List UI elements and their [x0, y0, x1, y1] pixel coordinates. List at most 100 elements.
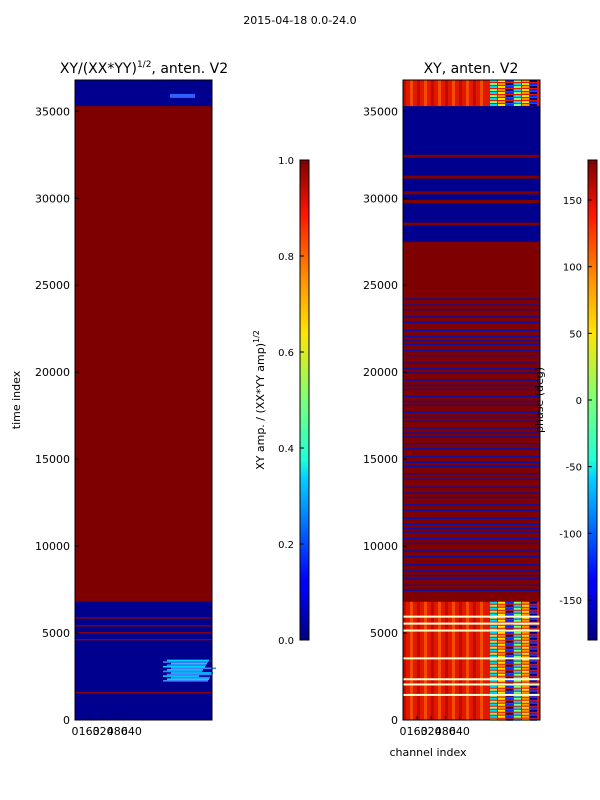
phase-cell — [403, 354, 540, 357]
phase-cell — [498, 709, 505, 712]
phase-cell — [473, 601, 476, 720]
phase-cell — [530, 685, 537, 688]
phase-cell — [514, 637, 521, 640]
phase-cell — [530, 640, 537, 643]
phase-cell — [522, 670, 529, 673]
phase-cell — [506, 104, 513, 106]
phase-cell — [403, 693, 540, 696]
phase-cell — [506, 625, 513, 628]
amplitude-cell — [75, 106, 212, 602]
phase-cell — [530, 664, 537, 667]
phase-cell — [522, 607, 529, 610]
phase-cell — [514, 613, 521, 616]
phase-cell — [530, 89, 537, 91]
amplitude-cell — [171, 676, 210, 679]
phase-cell — [522, 625, 529, 628]
phase-cell — [522, 80, 529, 82]
phase-cell — [403, 455, 540, 458]
phase-cell — [530, 80, 537, 82]
amplitude-colorbar-gradient — [299, 159, 310, 641]
phase-cell — [506, 670, 513, 673]
phase-cell — [490, 95, 497, 97]
phase-cell — [403, 372, 540, 374]
phase-cell — [514, 655, 521, 658]
phase-cell — [498, 685, 505, 688]
phase-cell — [498, 712, 505, 715]
phase-cell — [490, 667, 497, 670]
phase-cell — [522, 706, 529, 709]
phase-cell — [506, 664, 513, 667]
phase-cell — [490, 640, 497, 643]
phase-cell — [514, 688, 521, 691]
phase-cell — [506, 688, 513, 691]
phase-cell — [459, 601, 462, 720]
phase-cell — [514, 667, 521, 670]
phase-cell — [522, 104, 529, 106]
phase-cell — [498, 670, 505, 673]
phase-cell — [403, 555, 540, 558]
phase-xlabel: channel index — [389, 746, 467, 759]
phase-cell — [522, 604, 529, 607]
phase-cell — [506, 700, 513, 703]
phase-cell — [514, 601, 521, 604]
phase-cell — [530, 697, 537, 700]
phase-cell — [403, 486, 540, 488]
phase-colorbar-tick-label: 150 — [563, 196, 582, 207]
phase-cell — [490, 655, 497, 658]
phase-ytick-label: 20000 — [363, 366, 398, 379]
phase-cell — [498, 676, 505, 679]
phase-cell — [514, 676, 521, 679]
phase-cell — [403, 461, 540, 463]
phase-cell — [530, 607, 537, 610]
phase-cell — [522, 634, 529, 637]
phase-cell — [490, 604, 497, 607]
phase-cell — [403, 404, 540, 407]
phase-cell — [530, 95, 537, 97]
amplitude-ytick-label: 25000 — [35, 279, 70, 292]
amplitude-colorbar-tick-label: 1.0 — [278, 156, 294, 167]
phase-cell — [403, 550, 540, 552]
phase-cell — [530, 673, 537, 676]
phase-cell — [403, 416, 540, 419]
phase-cell — [403, 368, 540, 370]
phase-cell — [530, 613, 537, 616]
phase-cell — [514, 700, 521, 703]
phase-cell — [530, 700, 537, 703]
phase-cell — [530, 83, 537, 85]
amplitude-cell — [171, 672, 213, 674]
phase-cell — [506, 631, 513, 634]
phase-cell — [498, 104, 505, 106]
phase-cell — [403, 465, 540, 468]
phase-cell — [466, 80, 469, 107]
phase-cell — [490, 101, 497, 103]
phase-cell — [466, 601, 469, 720]
phase-colorbar-tick-label: 50 — [569, 329, 582, 340]
phase-cell — [445, 601, 448, 720]
phase-cell — [490, 86, 497, 88]
phase-cell — [530, 610, 537, 613]
phase-cell — [530, 703, 537, 706]
phase-cell — [498, 700, 505, 703]
phase-cell — [403, 298, 540, 300]
phase-cell — [506, 673, 513, 676]
phase-cell — [490, 631, 497, 634]
phase-cell — [514, 673, 521, 676]
phase-cell — [530, 637, 537, 640]
phase-ytick-label: 25000 — [363, 279, 398, 292]
phase-cell — [403, 340, 540, 342]
phase-cell — [498, 89, 505, 91]
phase-cell — [498, 625, 505, 628]
phase-cell — [403, 304, 540, 306]
phase-cell — [522, 703, 529, 706]
amplitude-colorbar-tick-label: 0.0 — [278, 636, 294, 647]
phase-cell — [530, 619, 537, 622]
phase-cell — [410, 601, 413, 720]
phase-cell — [514, 712, 521, 715]
phase-cell — [506, 604, 513, 607]
phase-cell — [522, 86, 529, 88]
phase-cell — [417, 80, 420, 107]
phase-cell — [417, 601, 420, 720]
phase-cell — [490, 80, 497, 82]
phase-cell — [522, 679, 529, 682]
